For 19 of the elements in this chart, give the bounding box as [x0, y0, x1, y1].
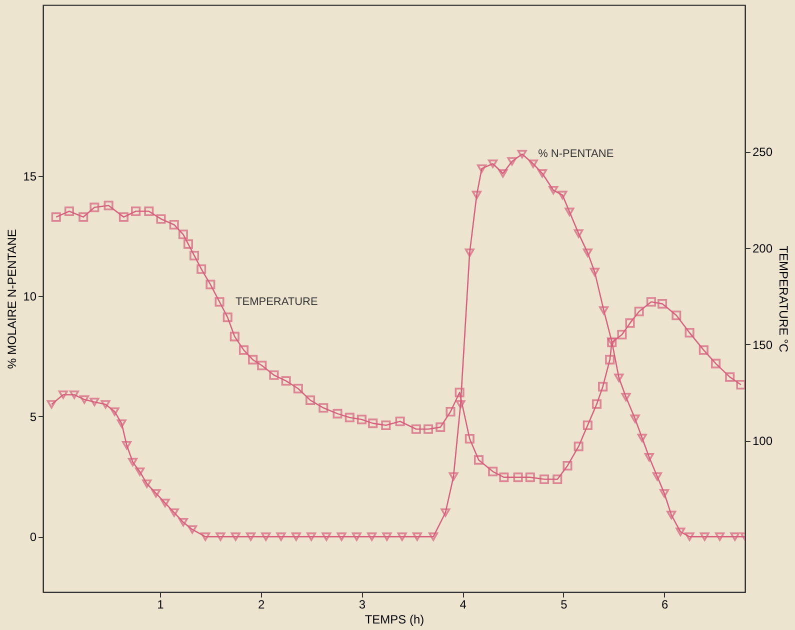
- y-tick-label: 15: [23, 169, 37, 184]
- y-tick-label: 0: [30, 530, 37, 544]
- y2-axis-title: TEMPERATURE °C: [776, 246, 791, 353]
- x-axis-title: TEMPS (h): [364, 612, 424, 626]
- x-tick-label: 2: [258, 598, 266, 612]
- y-axis-title: % MOLAIRE N-PENTANE: [5, 229, 20, 369]
- y2-tick-label: 200: [752, 241, 773, 256]
- x-tick-label: 4: [460, 598, 467, 612]
- series-label: TEMPERATURE: [236, 296, 318, 308]
- y-tick-label: 10: [23, 290, 37, 304]
- x-tick-label: 1: [157, 598, 164, 612]
- y2-tick-label: 100: [752, 434, 773, 448]
- x-tick-label: 6: [661, 598, 668, 612]
- x-tick-label: 5: [560, 598, 568, 612]
- series-label: % N-PENTANE: [538, 148, 614, 160]
- y-tick-label: 5: [30, 410, 37, 424]
- y2-tick-label: 250: [752, 145, 773, 160]
- y2-tick-label: 150: [752, 338, 773, 352]
- x-tick-label: 3: [358, 598, 366, 612]
